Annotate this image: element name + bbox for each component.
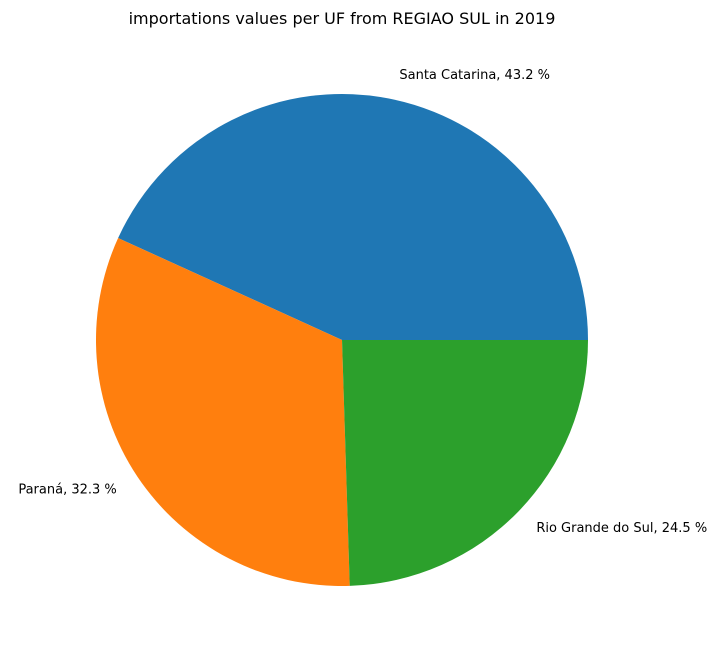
slice-label-santa-catarina: Santa Catarina, 43.2 %: [399, 68, 550, 83]
pie-labels: Santa Catarina, 43.2 % Paraná, 32.3 % Rio …: [18, 68, 707, 536]
pie-slice-rio-grande-do-sul: [342, 340, 588, 586]
slice-label-rio-grande-do-sul: Rio Grande do Sul, 24.5 %: [536, 521, 707, 536]
slice-label-paran-: Paraná, 32.3 %: [18, 482, 116, 497]
chart-title: importations values per UF from REGIAO S…: [129, 9, 556, 28]
pie-slice-paran-: [95, 238, 350, 587]
pie-slice-santa-catarina: [118, 93, 589, 340]
pie-slices: [95, 93, 589, 587]
